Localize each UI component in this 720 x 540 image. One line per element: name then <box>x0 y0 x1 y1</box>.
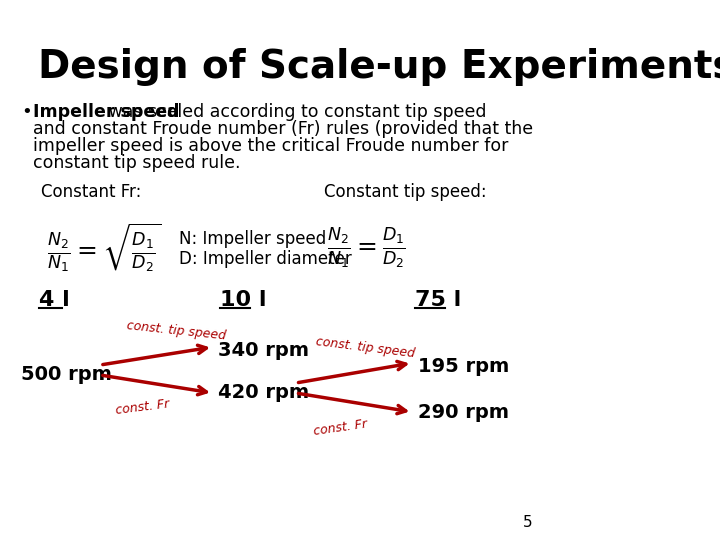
Text: Impeller speed: Impeller speed <box>33 103 179 121</box>
Text: 4 l: 4 l <box>39 290 70 310</box>
Text: and constant Froude number (Fr) rules (provided that the: and constant Froude number (Fr) rules (p… <box>33 120 534 138</box>
Text: •: • <box>21 103 32 121</box>
Text: Constant tip speed:: Constant tip speed: <box>323 183 486 201</box>
Text: 500 rpm: 500 rpm <box>21 366 112 384</box>
Text: N: Impeller speed: N: Impeller speed <box>179 230 326 248</box>
Text: 195 rpm: 195 rpm <box>418 356 509 375</box>
Text: Constant Fr:: Constant Fr: <box>41 183 142 201</box>
Text: 10 l: 10 l <box>220 290 266 310</box>
Text: 420 rpm: 420 rpm <box>218 383 310 402</box>
Text: 5: 5 <box>523 515 533 530</box>
Text: constant tip speed rule.: constant tip speed rule. <box>33 154 240 172</box>
Text: was scaled according to constant tip speed: was scaled according to constant tip spe… <box>103 103 487 121</box>
Text: const. Fr: const. Fr <box>114 397 170 416</box>
Text: D: Impeller diameter: D: Impeller diameter <box>179 250 352 268</box>
Text: $\frac{N_2}{N_1} = \sqrt{\frac{D_1}{D_2}}$: $\frac{N_2}{N_1} = \sqrt{\frac{D_1}{D_2}… <box>47 222 161 274</box>
Text: const. tip speed: const. tip speed <box>315 335 415 360</box>
Text: 75 l: 75 l <box>415 290 462 310</box>
Text: 340 rpm: 340 rpm <box>218 341 309 360</box>
Text: 290 rpm: 290 rpm <box>418 402 508 422</box>
Text: Design of Scale-up Experiments: Design of Scale-up Experiments <box>37 48 720 86</box>
Text: const. tip speed: const. tip speed <box>127 319 227 342</box>
Text: $\frac{N_2}{N_1} = \frac{D_1}{D_2}$: $\frac{N_2}{N_1} = \frac{D_1}{D_2}$ <box>328 226 406 270</box>
Text: const. Fr: const. Fr <box>312 418 368 438</box>
Text: impeller speed is above the critical Froude number for: impeller speed is above the critical Fro… <box>33 137 508 155</box>
